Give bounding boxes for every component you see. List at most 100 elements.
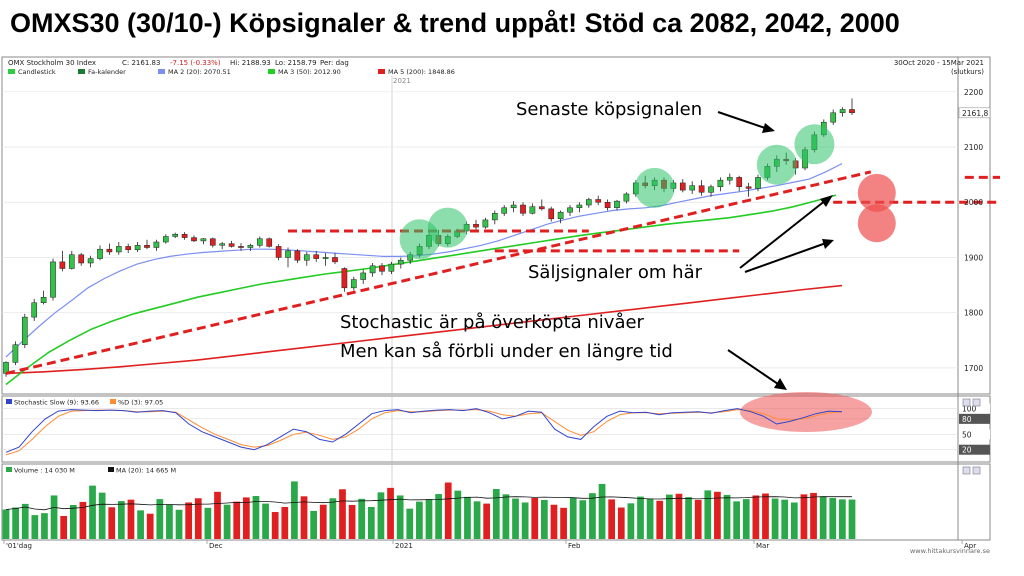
candle-down (341, 268, 348, 289)
legend-swatch (268, 69, 275, 74)
indicator-legend: Candlestick Fa-kalender MA 2 (20): 2070.51… (8, 68, 455, 76)
buy-signal-circle (756, 144, 797, 185)
time-axis-label: Mar (756, 542, 769, 550)
time-axis-label: Apr (964, 542, 976, 550)
volume-bar (550, 504, 558, 539)
volume-bar (531, 497, 539, 539)
volume-bar (810, 492, 817, 539)
volume-bar (166, 504, 173, 539)
candle-down (294, 250, 301, 261)
candle-up (491, 213, 498, 221)
current-price-label: 2161,8 (962, 109, 988, 118)
candle-down (595, 199, 602, 203)
volume-bar (117, 501, 125, 539)
candle-down (266, 238, 273, 247)
candle-down (548, 208, 555, 220)
legend-swatch (158, 69, 165, 74)
time-axis-label: 2021 (395, 542, 413, 550)
candle-down (538, 206, 545, 210)
stochastic-level-label: 50 (962, 430, 972, 439)
close-note: (slutkurs) (951, 68, 984, 76)
volume-bar (502, 494, 510, 539)
volume-bar (387, 487, 394, 539)
volume-bar (665, 494, 673, 539)
volume-bar (358, 498, 366, 539)
legend-label: MA 5 (200): 1848.86 (388, 68, 455, 76)
volume-bar (339, 489, 346, 539)
page-title: OMXS30 (30/10-) Köpsignaler & trend uppå… (10, 8, 900, 38)
candle-up (21, 316, 28, 345)
high-value: Hi: 2188.93 (230, 59, 271, 67)
candle-up (614, 200, 620, 209)
stochastic-k-line (5, 408, 843, 453)
legend-swatch (8, 69, 15, 74)
volume-bar (108, 507, 116, 539)
candle-down (604, 201, 611, 209)
candle-up (576, 204, 583, 209)
price-tick-label: 2100 (964, 143, 983, 152)
volume-bar (406, 508, 414, 539)
volume-bar (521, 502, 529, 539)
candle-up (97, 248, 103, 259)
volume-bar (41, 513, 48, 539)
candle-up (256, 238, 263, 246)
candle-up (303, 254, 310, 261)
price-tick-label: 2000 (964, 198, 983, 207)
buy-signal-circle (634, 167, 675, 208)
time-axis-label: Dec (209, 542, 223, 550)
volume-bar (281, 506, 289, 539)
candle-up (350, 279, 357, 289)
sell-signal-circle (857, 204, 896, 243)
price-panel-frame (1, 56, 991, 395)
volume-bar (752, 495, 760, 539)
legend-swatch (78, 69, 85, 74)
candle-down (520, 204, 526, 214)
candle-down (78, 254, 85, 264)
candle-up (839, 109, 846, 114)
candle-down (181, 234, 188, 238)
volume-bar (348, 505, 356, 539)
price-tick-label: 2200 (964, 88, 983, 97)
volume-bar (271, 512, 279, 539)
candle-down (332, 257, 338, 263)
sell-signal-circle (857, 173, 896, 212)
volume-bar (21, 503, 29, 539)
volume-bar (790, 502, 798, 539)
volume-bar (425, 499, 433, 539)
stochastic-level-label: 20 (962, 446, 972, 455)
time-axis: '01'dag Dec 2021 Feb Mar Apr (3, 540, 976, 550)
low-value: Lo: 2158.79 (275, 59, 317, 67)
volume-bar (319, 504, 327, 539)
candle-up (153, 241, 160, 248)
volume-bar (252, 496, 260, 539)
stochastic-annotation-line2: Men kan så förbli under en längre tid (340, 341, 673, 362)
stochastic-k-legend: Stochastic Slow (9): 93.66 (14, 399, 99, 407)
time-axis-label: Feb (568, 542, 581, 550)
volume-bar (396, 495, 404, 539)
volume-bar (127, 499, 135, 539)
volume-bar (646, 498, 654, 539)
legend-label: Fa-kalender (88, 68, 126, 76)
date-range: 30Oct 2020 - 15Mar 2021 (894, 59, 984, 67)
time-axis-label: '01'dag (6, 542, 32, 550)
volume-bar (848, 499, 856, 539)
candle-up (12, 344, 19, 363)
volume-ma-legend: MA (20): 14 665 M (116, 467, 176, 475)
volume-bar (733, 501, 741, 539)
volume-bar (329, 498, 337, 539)
volume-bar (589, 493, 596, 539)
candle-down (228, 243, 235, 247)
candle-down (275, 246, 282, 258)
candle-up (285, 250, 291, 258)
stochastic-level-box (959, 444, 990, 455)
volume-bar (214, 491, 221, 539)
stochastic-level-label: 100 (962, 405, 977, 414)
volume-bar (60, 515, 68, 539)
volume-bar (675, 493, 683, 539)
candle-up (247, 245, 254, 248)
volume-bar (310, 510, 318, 539)
volume-bar (723, 494, 731, 539)
candle-down (736, 177, 743, 188)
volume-bar (50, 495, 58, 539)
buy-signal-circle (794, 124, 835, 165)
